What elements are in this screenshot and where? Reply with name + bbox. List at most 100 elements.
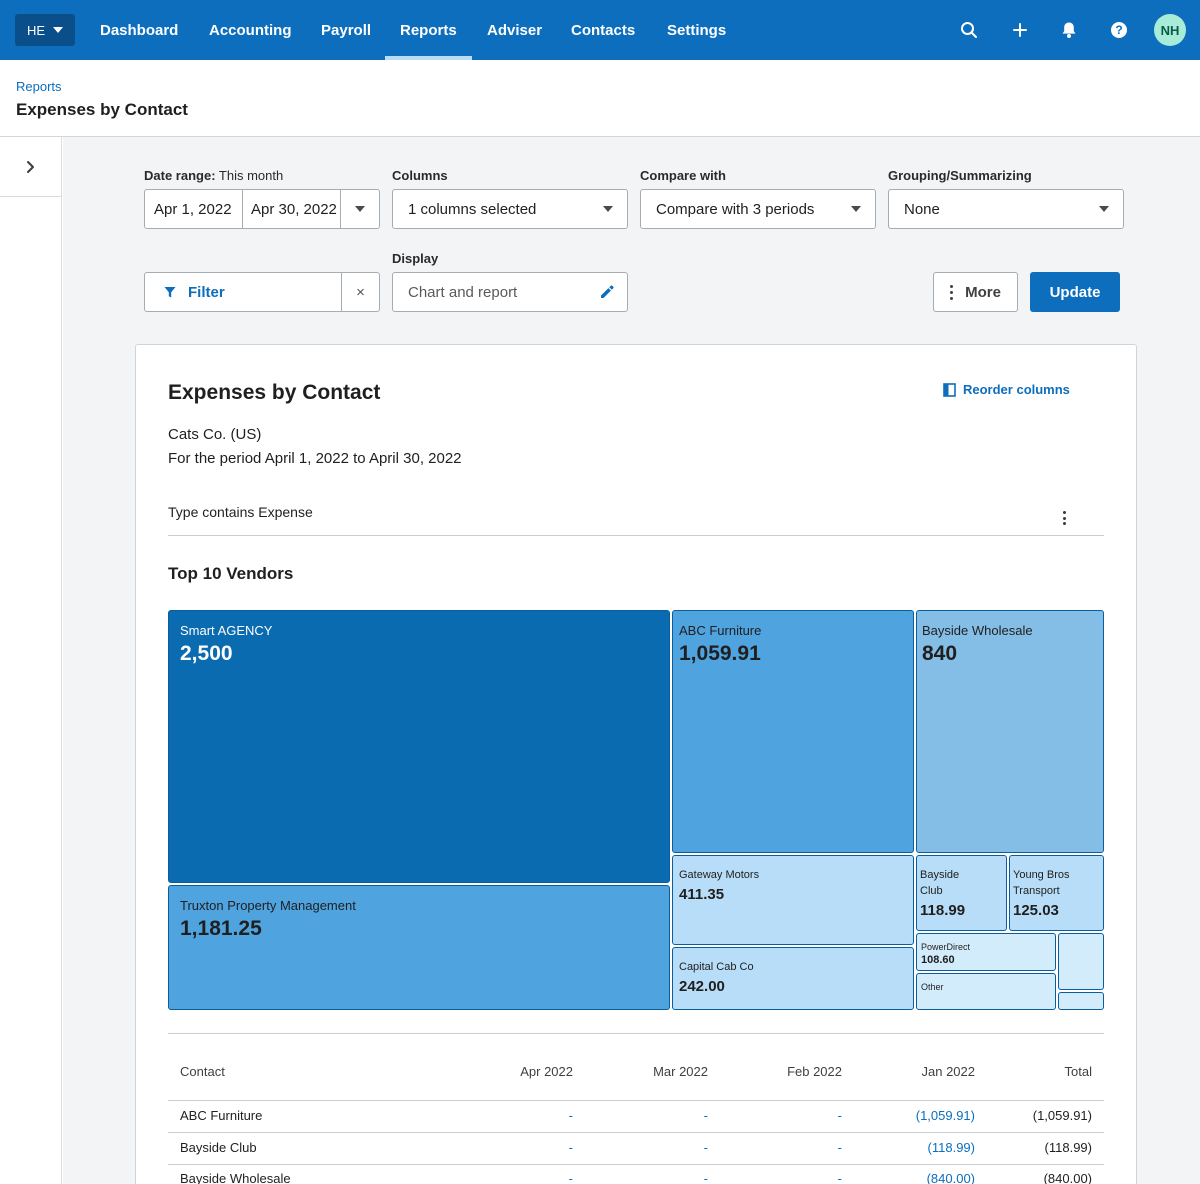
tile-label: Gateway Motors (679, 869, 760, 881)
caret-down-icon (603, 206, 613, 212)
filter-button[interactable]: Filter (145, 273, 341, 311)
display-select[interactable]: Chart and report (392, 272, 628, 312)
columns-icon (943, 382, 956, 397)
kebab-icon (950, 284, 954, 300)
date-start-input[interactable]: Apr 1, 2022 (145, 190, 243, 228)
report-title: Expenses by Contact (168, 381, 381, 404)
chart-table-divider (168, 1033, 1104, 1034)
reorder-columns-label: Reorder columns (963, 382, 1070, 397)
date-range-dropdown-button[interactable] (341, 190, 379, 228)
breadcrumb-reports[interactable]: Reports (16, 79, 62, 94)
treemap-tile-small[interactable] (1058, 992, 1104, 1010)
report-divider (168, 535, 1104, 536)
cell-jan[interactable]: (118.99) (927, 1140, 975, 1155)
nav-reports[interactable]: Reports (385, 0, 472, 60)
report-options-kebab-icon[interactable] (1057, 508, 1071, 528)
date-end-input[interactable]: Apr 30, 2022 (243, 190, 341, 228)
treemap-tile-abc-furniture[interactable]: ABC Furniture 1,059.91 (672, 610, 914, 853)
cell-feb[interactable]: - (837, 1108, 842, 1123)
caret-down-icon (1099, 206, 1109, 212)
treemap-tile-other[interactable]: Other (916, 973, 1056, 1010)
org-switcher-button[interactable]: HE (15, 14, 75, 46)
treemap-tile-truxton[interactable]: Truxton Property Management 1,181.25 (168, 885, 670, 1010)
col-header-jan-2022[interactable]: Jan 2022 (921, 1064, 976, 1079)
row-divider (168, 1164, 1104, 1165)
nav-settings[interactable]: Settings (667, 21, 727, 39)
date-range-value: This month (218, 168, 284, 183)
date-range-field: Apr 1, 2022 Apr 30, 2022 (144, 189, 380, 229)
tile-value: 411.35 (679, 886, 725, 903)
cell-contact[interactable]: Bayside Wholesale (180, 1171, 291, 1184)
reorder-columns-button[interactable]: Reorder columns (943, 382, 1070, 397)
treemap-tile-smart-agency[interactable]: Smart AGENCY 2,500 (168, 610, 670, 883)
cell-jan[interactable]: (840.00) (926, 1171, 975, 1184)
cell-total: (118.99) (1044, 1140, 1092, 1155)
cell-contact[interactable]: ABC Furniture (180, 1108, 263, 1123)
tile-value: 1,059.91 (679, 642, 761, 665)
nav-adviser[interactable]: Adviser (487, 21, 543, 39)
compare-value: Compare with 3 periods (656, 200, 815, 218)
grouping-value: None (904, 200, 940, 218)
svg-text:?: ? (1115, 23, 1122, 37)
nav-dashboard[interactable]: Dashboard (100, 21, 179, 39)
col-header-feb-2022[interactable]: Feb 2022 (787, 1064, 842, 1079)
cell-mar[interactable]: - (703, 1171, 708, 1184)
tile-value: 108.60 (921, 954, 955, 966)
caret-down-icon (53, 27, 64, 33)
treemap-tile-bayside-wholesale[interactable]: Bayside Wholesale 840 (916, 610, 1104, 853)
treemap-tile-powerdirect[interactable]: PowerDirect 108.60 (916, 933, 1056, 971)
treemap-tile-bayside-club[interactable]: Bayside Club 118.99 (916, 855, 1007, 931)
clear-filter-button[interactable]: × (341, 273, 379, 311)
more-button[interactable]: More (933, 272, 1018, 312)
nav-accounting[interactable]: Accounting (209, 21, 292, 39)
date-range-label-text: Date range: (144, 168, 216, 183)
cell-mar[interactable]: - (703, 1140, 708, 1155)
bell-icon[interactable] (1054, 15, 1084, 45)
cell-apr[interactable]: - (568, 1108, 573, 1123)
col-header-total[interactable]: Total (1064, 1064, 1092, 1079)
cell-feb[interactable]: - (837, 1140, 842, 1155)
compare-select[interactable]: Compare with 3 periods (640, 189, 876, 229)
plus-icon[interactable] (1005, 15, 1035, 45)
tile-label: Smart AGENCY (180, 623, 273, 638)
tile-label: PowerDirect (921, 942, 971, 952)
columns-select[interactable]: 1 columns selected (392, 189, 628, 229)
cell-mar[interactable]: - (703, 1108, 708, 1123)
tile-value: 125.03 (1013, 902, 1059, 919)
cell-apr[interactable]: - (568, 1171, 573, 1184)
tile-value: 242.00 (679, 978, 725, 995)
cell-apr[interactable]: - (568, 1140, 573, 1155)
col-header-mar-2022[interactable]: Mar 2022 (653, 1064, 708, 1079)
expand-side-panel-button[interactable] (0, 137, 61, 197)
grouping-select[interactable]: None (888, 189, 1124, 229)
tile-label: Truxton Property Management (180, 898, 356, 913)
nav-contacts[interactable]: Contacts (571, 21, 636, 39)
help-icon[interactable]: ? (1104, 15, 1134, 45)
chart-title: Top 10 Vendors (168, 564, 294, 583)
report-period: For the period April 1, 2022 to April 30… (168, 450, 462, 467)
funnel-icon (164, 286, 176, 297)
pencil-icon (601, 285, 614, 298)
display-label: Display (392, 251, 439, 266)
user-avatar[interactable]: NH (1154, 14, 1186, 46)
caret-down-icon (851, 206, 861, 212)
search-icon[interactable] (954, 15, 984, 45)
treemap-tile-capital-cab[interactable]: Capital Cab Co 242.00 (672, 947, 914, 1010)
side-panel (0, 137, 62, 1184)
treemap-tile-young-bros[interactable]: Young Bros Transport 125.03 (1009, 855, 1104, 931)
nav-payroll[interactable]: Payroll (321, 21, 372, 39)
update-button[interactable]: Update (1030, 272, 1120, 312)
treemap-tile-small[interactable] (1058, 933, 1104, 990)
cell-contact[interactable]: Bayside Club (180, 1140, 257, 1155)
display-value: Chart and report (408, 283, 518, 301)
col-header-apr-2022[interactable]: Apr 2022 (520, 1064, 573, 1079)
cell-feb[interactable]: - (837, 1171, 842, 1184)
report-organization: Cats Co. (US) (168, 426, 262, 443)
treemap-tile-gateway-motors[interactable]: Gateway Motors 411.35 (672, 855, 914, 945)
cell-jan[interactable]: (1,059.91) (915, 1108, 975, 1123)
filter-button-label: Filter (188, 283, 225, 301)
tile-label: Other (921, 982, 944, 992)
caret-down-icon (355, 206, 365, 212)
tile-label: Bayside Club (920, 869, 960, 897)
col-header-contact[interactable]: Contact (180, 1064, 225, 1079)
